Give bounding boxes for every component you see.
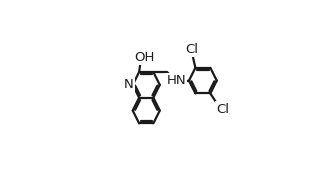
Text: HN: HN — [166, 74, 186, 87]
Text: Cl: Cl — [185, 43, 198, 56]
Text: N: N — [124, 78, 133, 91]
Text: Cl: Cl — [217, 103, 230, 116]
Text: OH: OH — [135, 51, 155, 64]
